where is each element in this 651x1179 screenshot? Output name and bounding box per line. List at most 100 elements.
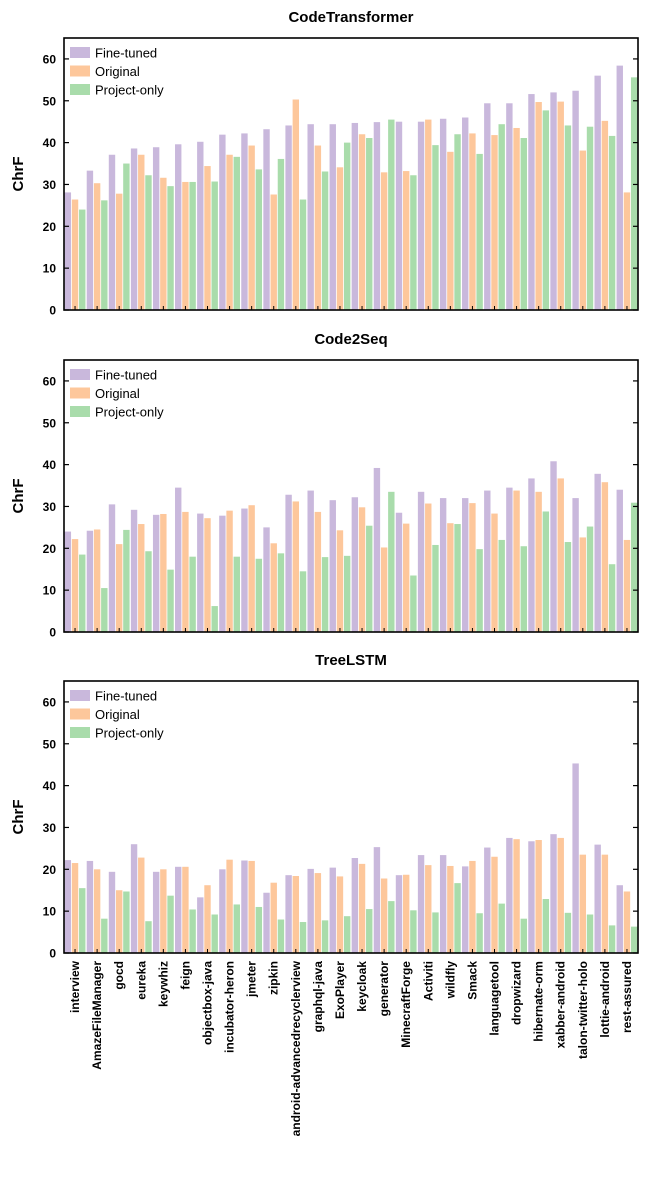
y-tick-label: 30: [43, 178, 57, 192]
legend-swatch-original: [70, 65, 90, 77]
bar-project-only-dropwizard: [520, 918, 527, 953]
bar-original-graphql-java: [314, 511, 322, 632]
bar-project-only-eureka: [145, 175, 152, 310]
bar-project-only-generator: [388, 119, 395, 310]
bar-fine-tuned-android-advancedrecyclerview: [285, 494, 292, 632]
x-tick-label: generator: [377, 961, 391, 1017]
bar-original-generator: [380, 878, 388, 953]
bar-fine-tuned-xabber-android: [550, 461, 557, 632]
plot-frame: [63, 359, 639, 633]
bar-original-talon-twitter-holo: [579, 537, 587, 632]
bar-fine-tuned-rest-assured: [616, 65, 623, 311]
bar-project-only-activiti: [432, 912, 439, 953]
chart-title: TreeLSTM: [315, 652, 387, 669]
bar-original-android-advancedrecyclerview: [292, 876, 300, 953]
bar-original-amazefilemanager: [93, 869, 101, 953]
bar-fine-tuned-graphql-java: [307, 868, 314, 953]
bar-fine-tuned-exoplayer: [329, 867, 336, 953]
legend-label: Fine-tuned: [95, 46, 157, 61]
x-tick-label: Smack: [465, 961, 479, 1000]
bar-project-only-incubator-heron: [233, 904, 240, 953]
bar-fine-tuned-gocd: [108, 154, 116, 310]
x-tick-label: eureka: [134, 961, 148, 1000]
bar-project-only-smack: [476, 549, 483, 632]
bar-project-only-keywhiz: [167, 186, 174, 310]
bar-project-only-interview: [79, 554, 86, 632]
y-tick-label: 30: [43, 500, 57, 514]
bar-project-only-minecraftforge: [410, 910, 417, 953]
bar-fine-tuned-wildfly: [439, 498, 447, 632]
y-tick-label: 40: [43, 136, 57, 150]
y-tick-label: 20: [43, 863, 57, 877]
x-tick-label: incubator-heron: [223, 961, 237, 1053]
bar-project-only-amazefilemanager: [101, 918, 108, 953]
x-tick-label: hibernate-orm: [532, 961, 546, 1042]
bar-project-only-dropwizard: [520, 546, 527, 632]
bar-original-hibernate-orm: [535, 840, 542, 953]
bar-project-only-rest-assured: [630, 77, 638, 310]
bar-fine-tuned-feign: [175, 487, 182, 632]
bar-project-only-xabber-android: [564, 912, 572, 953]
bar-project-only-graphql-java: [321, 171, 329, 310]
bar-fine-tuned-incubator-heron: [219, 134, 226, 310]
y-tick-label: 0: [49, 626, 56, 640]
y-axis-label: ChrF: [10, 479, 27, 514]
y-tick-label: 40: [43, 779, 57, 793]
legend-label: Fine-tuned: [95, 689, 157, 704]
bar-fine-tuned-keycloak: [351, 122, 359, 310]
bar-fine-tuned-keywhiz: [152, 147, 160, 310]
bar-original-android-advancedrecyclerview: [292, 501, 300, 632]
bar-fine-tuned-smack: [462, 866, 469, 953]
legend-label: Project-only: [95, 405, 164, 420]
bar-original-gocd: [115, 890, 123, 953]
plot-frame: [63, 37, 639, 311]
legend-label: Original: [95, 386, 140, 401]
legend-swatch-fine-tuned: [70, 369, 90, 380]
bar-original-interview: [71, 539, 79, 632]
bar-project-only-talon-twitter-holo: [586, 914, 594, 953]
bar-project-only-generator: [388, 901, 395, 953]
bar-project-only-graphql-java: [321, 557, 329, 632]
bar-original-activiti: [425, 865, 432, 953]
bar-fine-tuned-lottie-android: [594, 75, 601, 310]
bar-project-only-jmeter: [255, 558, 263, 632]
bar-fine-tuned-smack: [462, 117, 469, 310]
legend-label: Original: [95, 707, 140, 722]
bar-original-keywhiz: [160, 869, 167, 953]
bar-fine-tuned-graphql-java: [307, 124, 314, 310]
bar-project-only-xabber-android: [564, 542, 572, 632]
bar-original-feign: [182, 181, 189, 310]
y-tick-label: 10: [43, 262, 57, 276]
bar-fine-tuned-gocd: [108, 871, 116, 953]
bar-fine-tuned-graphql-java: [307, 490, 314, 632]
bar-project-only-languagetool: [498, 539, 505, 632]
bar-fine-tuned-activiti: [417, 491, 425, 632]
bar-original-amazefilemanager: [93, 183, 101, 310]
bar-project-only-activiti: [432, 145, 439, 310]
bar-fine-tuned-talon-twitter-holo: [572, 498, 579, 632]
bar-fine-tuned-amazefilemanager: [86, 530, 94, 632]
y-tick-label: 50: [43, 737, 57, 751]
bar-original-languagetool: [491, 135, 498, 310]
x-tick-label: jmeter: [245, 961, 259, 998]
bar-original-dropwizard: [513, 127, 520, 310]
x-tick-label: graphql-java: [311, 961, 325, 1033]
x-tick-label: keywhiz: [156, 961, 170, 1007]
bar-original-generator: [380, 172, 388, 310]
bar-original-keywhiz: [160, 513, 167, 632]
bar-fine-tuned-talon-twitter-holo: [572, 763, 579, 953]
bar-original-xabber-android: [557, 478, 564, 632]
bar-fine-tuned-keycloak: [351, 497, 359, 632]
bar-original-eureka: [138, 857, 145, 953]
y-tick-label: 10: [43, 584, 57, 598]
bar-project-only-keycloak: [366, 138, 373, 310]
x-tick-label: wildfly: [443, 961, 457, 1000]
bar-original-languagetool: [491, 856, 498, 953]
bar-project-only-eureka: [145, 921, 152, 953]
bar-project-only-interview: [79, 209, 86, 310]
bar-fine-tuned-xabber-android: [550, 92, 557, 311]
bar-original-exoplayer: [336, 876, 344, 953]
bar-project-only-talon-twitter-holo: [586, 526, 594, 632]
bar-original-android-advancedrecyclerview: [292, 99, 300, 310]
